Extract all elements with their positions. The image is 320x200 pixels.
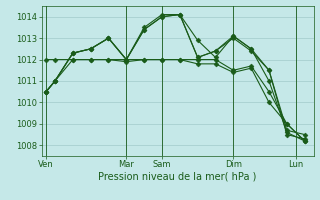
X-axis label: Pression niveau de la mer( hPa ): Pression niveau de la mer( hPa ) xyxy=(99,172,257,182)
